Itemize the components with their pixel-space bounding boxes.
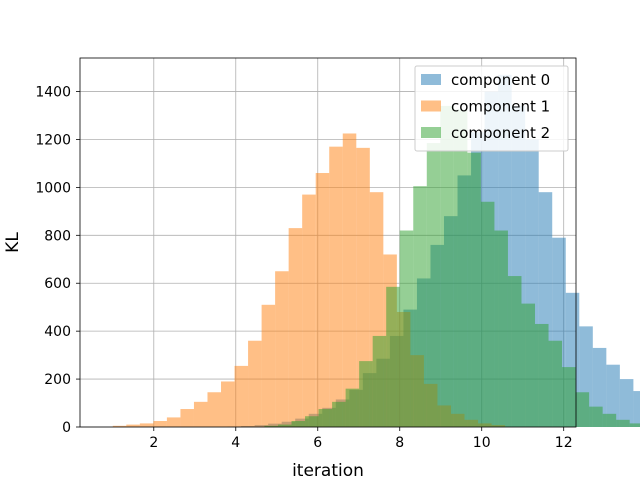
histogram-bar	[342, 133, 357, 427]
legend-label: component 0	[451, 71, 550, 89]
histogram-bar	[193, 401, 208, 427]
histogram-bar	[275, 271, 289, 427]
histogram-bar	[291, 421, 306, 427]
y-tick-label: 0	[62, 420, 71, 436]
histogram-bar	[413, 186, 427, 427]
legend-label: component 1	[451, 98, 550, 116]
histogram-bar	[234, 365, 249, 427]
histogram-bar	[633, 391, 640, 427]
histogram-bar	[221, 381, 235, 427]
x-tick-label: 12	[555, 435, 573, 451]
histogram-bar	[153, 421, 167, 427]
legend-label: component 2	[451, 124, 550, 142]
histogram-bar	[139, 423, 154, 427]
histogram-bar	[548, 340, 563, 427]
histogram-bar	[315, 173, 330, 427]
histogram-bar	[562, 367, 576, 427]
x-tick-label: 4	[231, 435, 240, 451]
histogram-bar	[207, 392, 222, 427]
y-tick-label: 1400	[35, 85, 71, 101]
y-tick-label: 600	[44, 276, 71, 292]
y-tick-label: 400	[44, 324, 71, 340]
histogram-bar	[166, 417, 181, 427]
y-tick-label: 1000	[35, 180, 71, 196]
histogram-bar	[399, 230, 414, 427]
histogram-bar	[507, 276, 522, 427]
histogram-bar	[372, 335, 387, 427]
histogram-bar	[467, 152, 481, 427]
histogram-bar	[126, 424, 140, 427]
histogram-bar	[606, 364, 620, 427]
legend: component 0 component 1 component 2	[414, 65, 569, 152]
histogram-bar	[575, 392, 590, 427]
histogram-bar	[521, 303, 536, 427]
series-2-bars	[264, 105, 640, 427]
histogram-bar	[386, 286, 400, 427]
histogram-bar	[535, 323, 549, 427]
histogram-bar	[261, 304, 276, 427]
x-tick-label: 10	[473, 435, 491, 451]
histogram-bar	[264, 425, 278, 427]
plot-frame	[79, 57, 577, 428]
histogram-bar	[440, 105, 454, 427]
histogram-bar	[589, 406, 603, 427]
histogram-bar	[345, 388, 360, 427]
y-tick-label: 800	[44, 228, 71, 244]
histogram-bar	[305, 416, 319, 427]
histogram-bar	[602, 413, 617, 427]
histogram-bar	[426, 143, 441, 427]
histogram-bar	[616, 419, 630, 427]
histogram-bar	[480, 201, 495, 427]
y-tick-label: 200	[44, 372, 71, 388]
histogram-bar	[494, 230, 508, 427]
histogram-bar	[180, 409, 194, 427]
histogram-bar	[332, 401, 346, 427]
histogram-bar	[248, 340, 262, 427]
x-tick-label: 2	[149, 435, 158, 451]
legend-swatch	[421, 127, 441, 138]
axis-ticks: 2 4 6 8 10 12 0 200 400 600 800 1000 1200 1400	[35, 85, 572, 451]
legend-swatch	[421, 74, 441, 85]
histogram-bar	[277, 424, 292, 427]
histogram-bar	[356, 147, 370, 428]
y-axis-label: KL	[3, 232, 23, 253]
x-tick-label: 6	[313, 435, 322, 451]
legend-swatch	[421, 100, 441, 112]
histogram-bar	[329, 146, 343, 428]
histogram-bar	[288, 228, 303, 427]
x-axis-label: iteration	[292, 461, 364, 480]
histogram-bar	[619, 379, 634, 427]
histogram-bar	[302, 194, 316, 427]
histogram-bar	[453, 109, 468, 427]
histogram-bar	[629, 423, 640, 427]
y-tick-label: 1200	[35, 132, 71, 148]
bars-group	[112, 74, 640, 428]
x-tick-label: 8	[395, 435, 404, 451]
histogram-bar	[359, 361, 373, 427]
histogram-bar	[112, 425, 127, 427]
histogram-bar	[318, 409, 333, 427]
legend-box	[414, 65, 569, 152]
